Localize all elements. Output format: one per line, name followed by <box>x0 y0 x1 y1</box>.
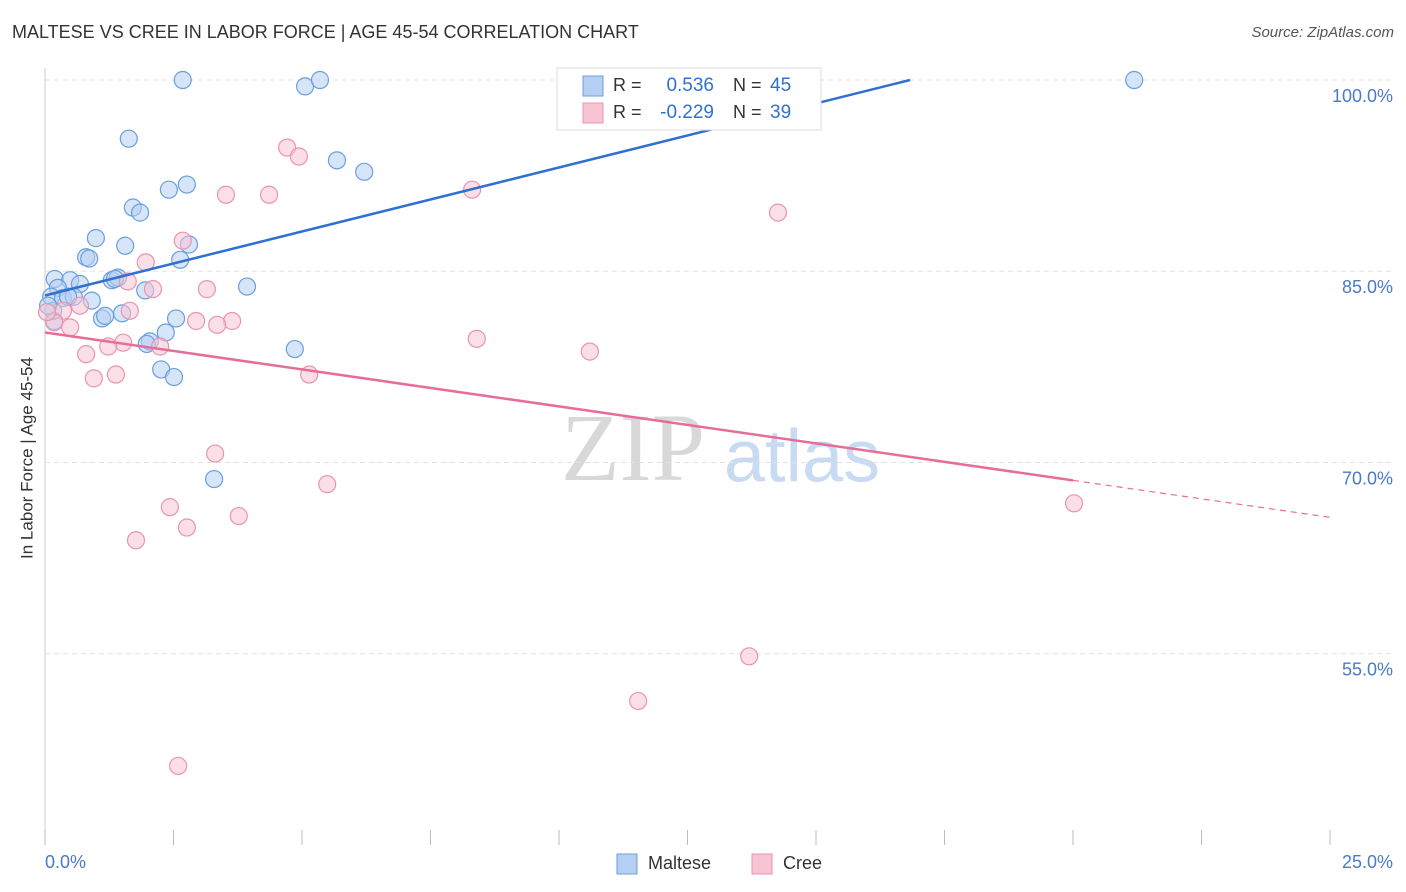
point <box>80 249 99 268</box>
point <box>768 203 788 222</box>
point <box>106 365 126 384</box>
point <box>1125 70 1144 90</box>
legend-swatch <box>751 853 773 875</box>
point <box>169 756 188 776</box>
chart-title: MALTESE VS CREE IN LABOR FORCE | AGE 45-… <box>12 22 639 42</box>
watermark-atlas: atlas <box>724 415 880 498</box>
point <box>222 311 242 331</box>
legend: R = 0.536 N = 45 Maltese R = -0.229 N = 39 Cree <box>582 75 822 875</box>
watermark-zip: ZIP <box>561 394 705 501</box>
point <box>177 175 196 194</box>
point <box>37 302 57 322</box>
watermark: ZIP atlas <box>561 394 880 501</box>
point <box>166 309 186 328</box>
y-tick-label: 85.0% <box>1342 277 1393 297</box>
point <box>580 342 599 361</box>
point <box>208 315 227 334</box>
y-axis-label: In Labor Force | Age 45-54 <box>17 357 36 559</box>
point <box>120 301 139 320</box>
point <box>159 180 178 199</box>
point <box>229 506 248 526</box>
point <box>467 329 486 348</box>
point <box>1064 494 1084 513</box>
point <box>216 185 236 204</box>
point <box>318 475 337 494</box>
y-tick-label: 70.0% <box>1342 468 1393 488</box>
legend-n-label: N = <box>733 75 762 95</box>
point <box>84 369 103 388</box>
point <box>77 345 96 364</box>
trend-line-extension <box>1072 479 1331 518</box>
point <box>629 691 648 711</box>
legend-swatch <box>582 102 604 124</box>
legend-n-label: N = <box>733 102 762 122</box>
point <box>197 280 217 299</box>
point <box>116 236 135 255</box>
point <box>160 498 180 517</box>
legend-label: Cree <box>783 853 822 873</box>
point <box>310 70 330 90</box>
y-tick-label: 55.0% <box>1342 660 1393 680</box>
point <box>740 647 759 666</box>
x-tick-label: 0.0% <box>45 852 86 872</box>
legend-r-value: 0.536 <box>666 75 714 96</box>
point <box>70 296 90 315</box>
point <box>237 277 257 296</box>
point <box>151 337 170 356</box>
source: Source: ZipAtlas.com <box>1251 24 1394 41</box>
point <box>260 185 279 204</box>
point <box>173 70 192 90</box>
point <box>96 306 115 325</box>
point <box>119 129 138 148</box>
point <box>173 231 192 250</box>
legend-n-value: 39 <box>770 102 791 123</box>
point <box>187 311 206 331</box>
point <box>327 151 347 170</box>
x-tick-label: 25.0% <box>1342 852 1393 872</box>
point <box>86 229 105 248</box>
y-tick-label: 100.0% <box>1332 86 1393 106</box>
point <box>126 531 146 550</box>
point <box>205 469 224 489</box>
point <box>285 339 304 359</box>
plot-area: 55.0% 70.0% 85.0% 100.0% 0.0% 25.0% <box>37 70 1394 872</box>
legend-swatch <box>582 75 604 97</box>
point <box>206 444 225 463</box>
legend-swatch <box>616 853 638 875</box>
legend-r-label: R = <box>613 102 642 122</box>
legend-r-value: -0.229 <box>660 102 714 123</box>
point <box>289 147 309 166</box>
point <box>143 280 163 299</box>
point <box>61 318 80 337</box>
point <box>355 162 374 181</box>
point <box>164 367 184 387</box>
trend-line <box>44 331 1074 482</box>
point <box>130 203 150 222</box>
legend-n-value: 45 <box>770 75 791 96</box>
legend-r-label: R = <box>613 75 642 95</box>
legend-label: Maltese <box>648 853 711 873</box>
point <box>177 518 196 537</box>
